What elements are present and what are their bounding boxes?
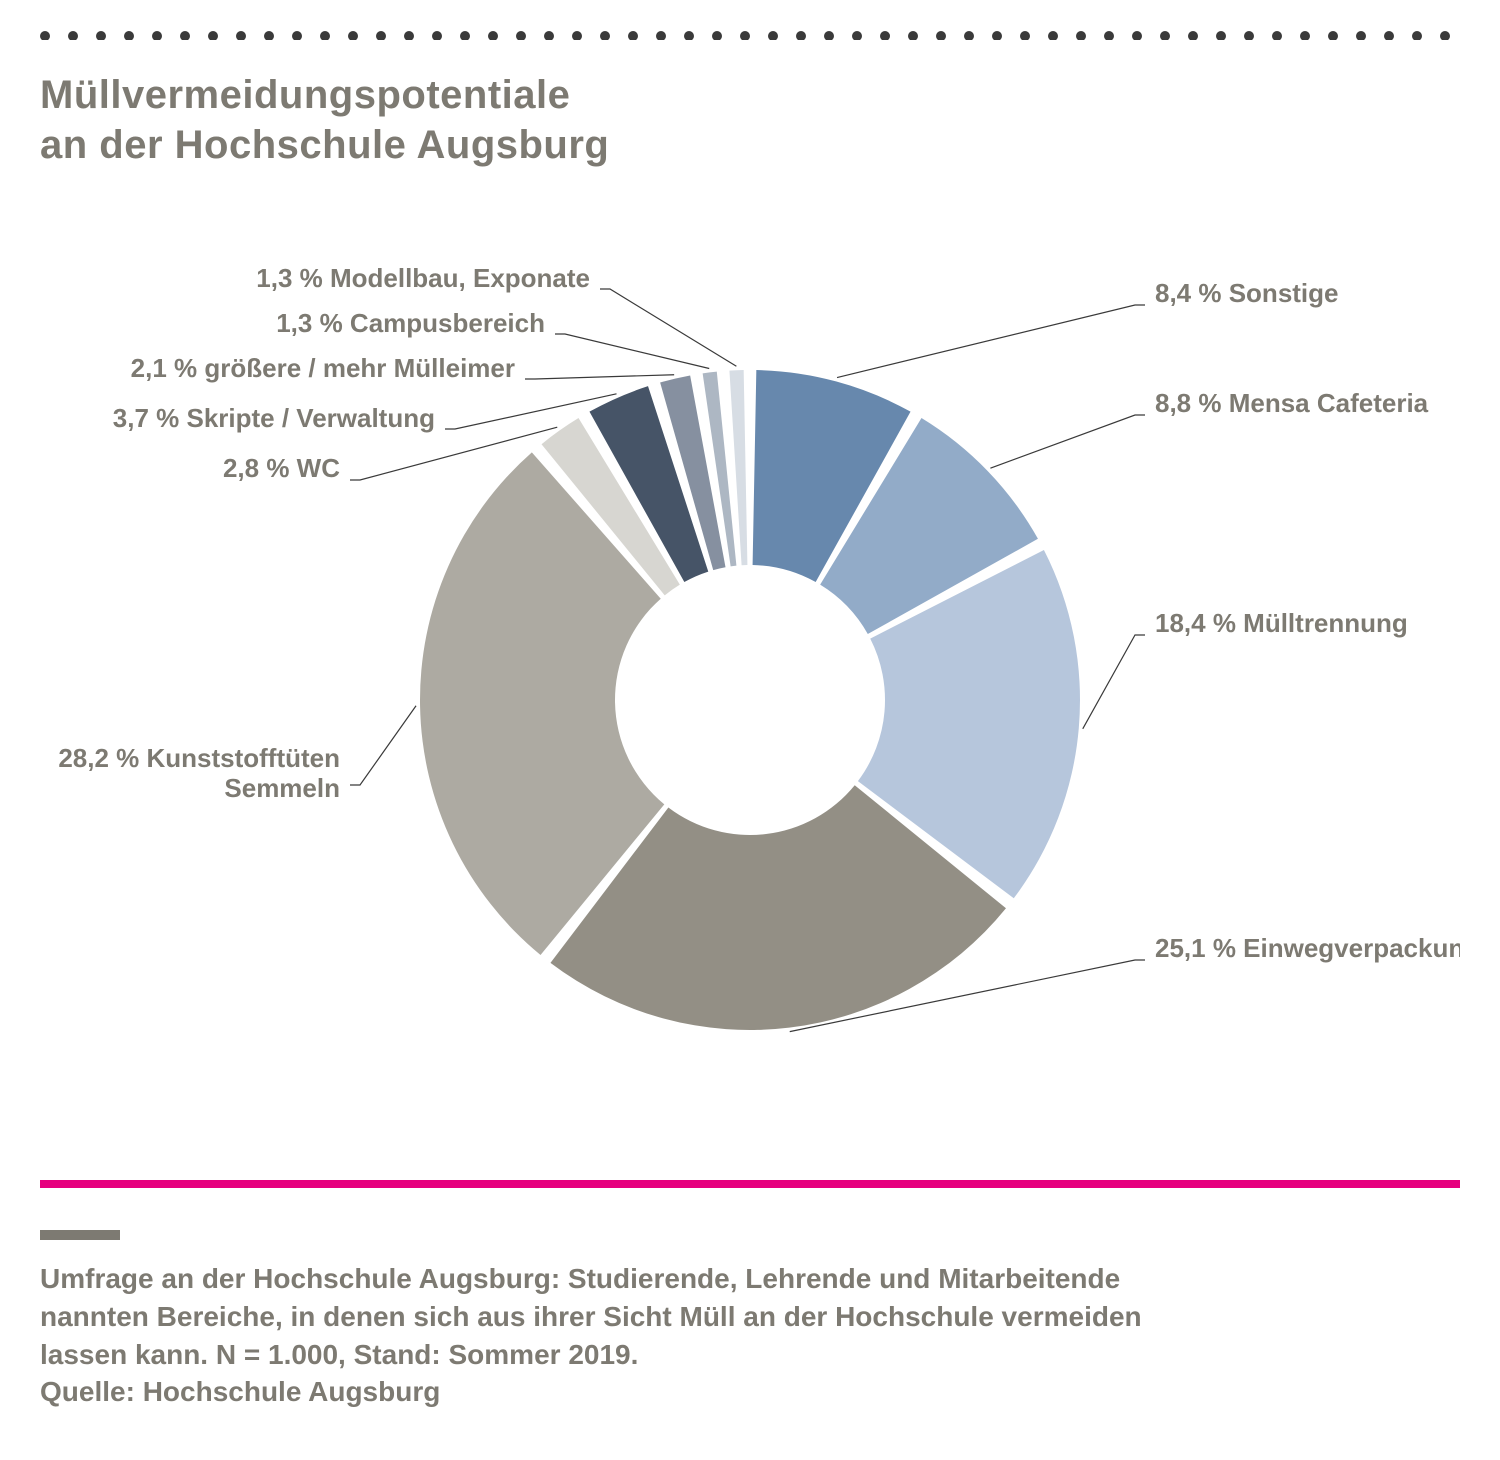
dotted-top-border xyxy=(40,30,1460,40)
page-root: Müllvermeidungspotentiale an der Hochsch… xyxy=(0,0,1500,1460)
pink-divider xyxy=(40,1180,1460,1188)
grey-caption-mark xyxy=(40,1230,120,1240)
page-title: Müllvermeidungspotentiale an der Hochsch… xyxy=(40,70,609,170)
leader-campus xyxy=(555,334,709,368)
donut-chart-svg: 8,4 % Sonstige 8,8 % Mensa Cafeteria 18,4 … xyxy=(40,230,1460,1130)
leader-sonstige xyxy=(837,305,1145,378)
label-muelleimer: 2,1 % größere / mehr Mülleimer xyxy=(131,353,515,383)
label-kunststoff: 28,2 % KunststofftütenSemmeln xyxy=(58,743,340,803)
leader-muelleimer xyxy=(525,375,674,379)
label-campus: 1,3 % Campusbereich xyxy=(276,308,545,338)
label-skripte: 3,7 % Skripte / Verwaltung xyxy=(113,403,435,433)
donut-chart: 8,4 % Sonstige 8,8 % Mensa Cafeteria 18,4 … xyxy=(40,230,1460,1130)
title-line-1: Müllvermeidungspotentiale xyxy=(40,70,609,120)
label-einweg: 25,1 % Einwegverpackungen xyxy=(1155,933,1460,963)
label-sonstige: 8,4 % Sonstige xyxy=(1155,278,1339,308)
title-line-2: an der Hochschule Augsburg xyxy=(40,120,609,170)
leader-muelltrennung xyxy=(1083,635,1145,729)
leader-modellbau xyxy=(600,289,736,366)
leader-kunststoff xyxy=(350,706,416,785)
label-wc: 2,8 % WC xyxy=(223,453,340,483)
label-mensa: 8,8 % Mensa Cafeteria xyxy=(1155,388,1429,418)
label-muelltrennung: 18,4 % Mülltrennung xyxy=(1155,608,1408,638)
caption-text: Umfrage an der Hochschule Augsburg: Stud… xyxy=(40,1260,1440,1411)
leader-mensa xyxy=(990,415,1145,468)
label-modellbau: 1,3 % Modellbau, Exponate xyxy=(256,263,590,293)
